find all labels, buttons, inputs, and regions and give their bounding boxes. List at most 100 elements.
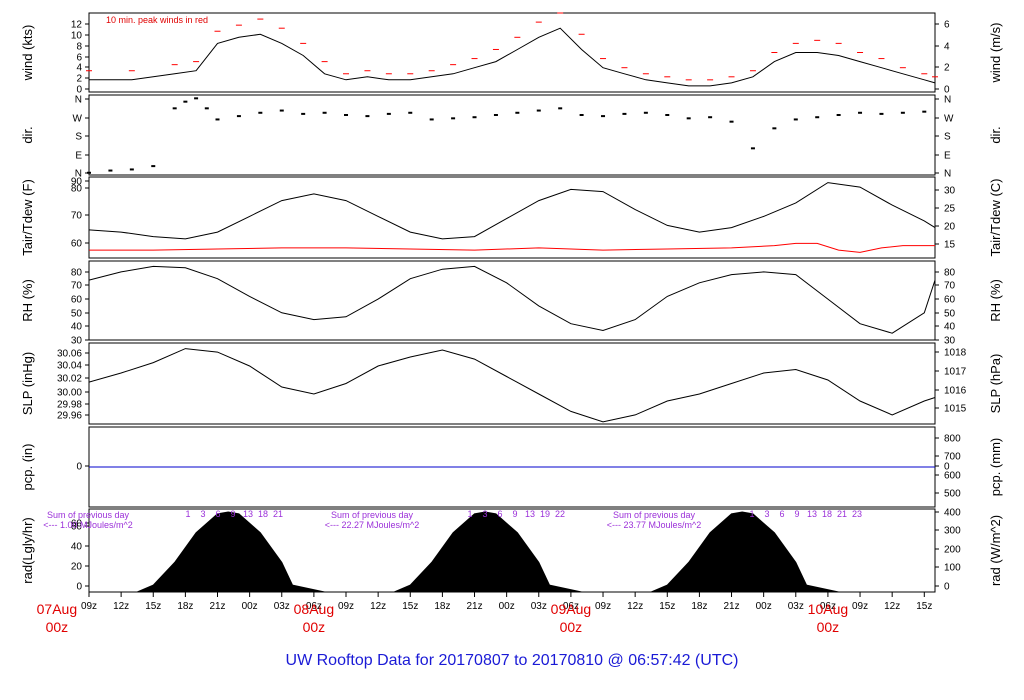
series-tdew bbox=[89, 242, 935, 253]
ytick-label-left: 20 bbox=[71, 562, 83, 573]
dir-point bbox=[750, 147, 755, 150]
radiation-hour-label: 1 bbox=[749, 509, 754, 519]
dir-point bbox=[279, 109, 284, 112]
xtick-label: 21z bbox=[209, 601, 225, 612]
ytick-label-left: N bbox=[75, 95, 82, 106]
ytick-label-left: 40 bbox=[71, 542, 83, 553]
radiation-sum-value: <--- 22.27 MJoules/m^2 bbox=[325, 520, 420, 530]
ytick-label-left: 0 bbox=[76, 582, 82, 593]
time-axis: 09z 12z 15z 18z 21z 00z 03z 06z 09z 12z 15z 18z 21z 0… bbox=[37, 592, 932, 635]
day-sublabel: 00z bbox=[303, 619, 326, 635]
ytick-label-right: N bbox=[944, 95, 951, 106]
panel-pcp: pcp. (in) pcp. (mm) 0 0 bbox=[20, 426, 1003, 508]
ylabel-right: rad (W/m^2) bbox=[988, 515, 1003, 586]
xtick-label: 00z bbox=[756, 601, 772, 612]
ytick-label-right: 1018 bbox=[944, 348, 967, 359]
dir-point bbox=[183, 100, 188, 103]
dir-point bbox=[579, 114, 584, 116]
ytick-label-left: 2 bbox=[76, 74, 82, 85]
radiation-hour-label: 21 bbox=[837, 509, 847, 519]
xtick-label: 06z bbox=[820, 601, 836, 612]
ylabel-right: wind (m/s) bbox=[988, 23, 1003, 84]
ylabel-right: SLP (hPa) bbox=[988, 354, 1003, 414]
ytick-label-right: 40 bbox=[944, 322, 956, 333]
panel-frame bbox=[88, 260, 936, 341]
radiation-sum-value: <--- 23.77 MJoules/m^2 bbox=[607, 520, 702, 530]
ytick-label-right: 1015 bbox=[944, 404, 967, 415]
xtick-label: 12z bbox=[627, 601, 643, 612]
radiation-sum-label: Sum of previous day bbox=[613, 510, 696, 520]
dir-point bbox=[301, 112, 306, 115]
ytick-label-right: 100 bbox=[944, 563, 961, 574]
dir-point bbox=[194, 97, 199, 100]
ylabel-right: pcp. (mm) bbox=[988, 438, 1003, 497]
ytick-label-left: 70 bbox=[71, 281, 83, 292]
ytick-label-right: 6 bbox=[944, 20, 950, 31]
xtick-label: 09z bbox=[338, 601, 354, 612]
dir-point bbox=[493, 114, 498, 116]
ytick-label-right: 2 bbox=[944, 63, 950, 74]
dir-point bbox=[365, 115, 370, 118]
ytick-label-left: N bbox=[75, 169, 82, 180]
ytick-label-right: 1016 bbox=[944, 386, 967, 397]
ytick-label-left: 30.02 bbox=[57, 374, 82, 385]
xtick-label: 09z bbox=[81, 601, 97, 612]
dir-point bbox=[879, 112, 884, 115]
page-title: UW Rooftop Data for 20170807 to 20170810… bbox=[286, 652, 739, 669]
ytick-label-right: 20 bbox=[944, 222, 956, 233]
radiation-hour-label: 23 bbox=[852, 509, 862, 519]
ytick-label-left: 30.06 bbox=[57, 349, 82, 360]
radiation-hour-label: 9 bbox=[512, 509, 517, 519]
ytick-label-right: N bbox=[944, 169, 951, 180]
ytick-label-left: 30.00 bbox=[57, 388, 82, 399]
dir-point bbox=[665, 114, 670, 116]
dir-point bbox=[108, 169, 113, 172]
ytick-label-right: 15 bbox=[944, 240, 956, 251]
ylabel-left: wind (kts) bbox=[20, 25, 35, 82]
ytick-label-left: 29.98 bbox=[57, 400, 82, 411]
ytick-label-left: 60 bbox=[71, 522, 83, 533]
dir-point bbox=[451, 117, 456, 120]
dir-point bbox=[858, 111, 863, 114]
xtick-label: 03z bbox=[274, 601, 290, 612]
ytick-label-left: 6 bbox=[76, 53, 82, 64]
dir-point bbox=[87, 171, 91, 174]
ytick-label-left: 70 bbox=[71, 211, 83, 222]
panel-rh: RH (%) RH (%) 30 40 50 60 70 80 30 40 50 60 70 80 bbox=[20, 260, 1003, 347]
dir-point bbox=[472, 116, 477, 119]
dir-point bbox=[922, 110, 927, 113]
series-rh bbox=[88, 265, 936, 334]
xtick-label: 15z bbox=[659, 601, 675, 612]
radiation-hour-label: 1 bbox=[185, 509, 190, 519]
dir-point bbox=[729, 120, 734, 123]
ytick-label-left: 40 bbox=[71, 322, 83, 333]
xtick-label: 09z bbox=[595, 601, 611, 612]
dir-point bbox=[172, 107, 177, 110]
dir-point bbox=[408, 111, 413, 114]
dir-point bbox=[129, 168, 134, 171]
ylabel-left: rad(Lgly/hr) bbox=[20, 517, 35, 583]
ytick-label-left: W bbox=[73, 114, 83, 125]
dir-point bbox=[601, 115, 606, 118]
day-sublabel: 00z bbox=[817, 619, 840, 635]
xtick-label: 00z bbox=[242, 601, 258, 612]
radiation-hour-label: 18 bbox=[258, 509, 268, 519]
xtick-label: 15z bbox=[916, 601, 932, 612]
ytick-label-right: 0 bbox=[944, 85, 950, 96]
panel-frame bbox=[88, 342, 936, 425]
series-slp bbox=[88, 348, 936, 423]
ytick-label-left: 10 bbox=[71, 31, 83, 42]
day-label: 08Aug bbox=[294, 601, 334, 617]
wind-note: 10 min. peak winds in red bbox=[106, 15, 208, 25]
ytick-label-left: 30 bbox=[71, 336, 83, 347]
radiation-hour-label: 3 bbox=[200, 509, 205, 519]
ytick-label-left: 80 bbox=[71, 184, 83, 195]
radiation-sum-label: Sum of previous day bbox=[47, 510, 130, 520]
radiation-hour-label: 6 bbox=[779, 509, 784, 519]
dir-point bbox=[515, 111, 520, 114]
radiation-hour-label: 9 bbox=[230, 509, 235, 519]
radiation-sum-value: <--- 1.00 MJoules/m^2 bbox=[43, 520, 133, 530]
ytick-label-right: E bbox=[944, 151, 951, 162]
